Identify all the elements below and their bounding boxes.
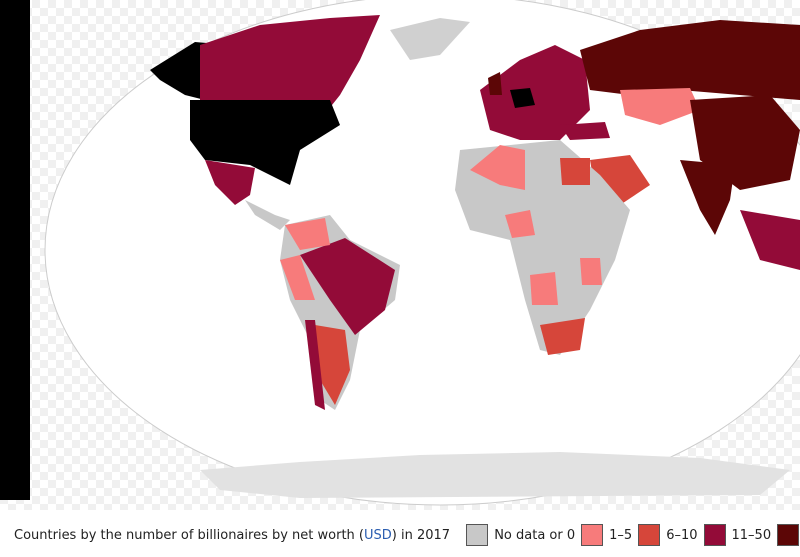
egypt: [560, 158, 590, 185]
india: [680, 160, 735, 235]
russia: [580, 20, 800, 100]
chile: [305, 320, 325, 410]
algeria: [470, 145, 525, 190]
central-america: [245, 200, 290, 230]
legend-swatch: [638, 524, 661, 546]
germany: [510, 88, 535, 108]
antarctica: [200, 452, 790, 498]
uk: [488, 72, 502, 95]
mexico: [205, 160, 255, 205]
europe: [480, 45, 590, 140]
argentina: [315, 325, 350, 405]
legend: Countries by the number of billionaires …: [0, 524, 800, 552]
southeast-asia: [740, 210, 800, 270]
tanzania: [580, 258, 602, 285]
canada: [200, 15, 380, 120]
caption: Countries by the number of billionaires …: [14, 528, 450, 543]
legend-label: 6–10: [666, 527, 698, 543]
map: [0, 0, 800, 510]
africa: [455, 140, 630, 355]
legend-label: 11–50: [731, 527, 772, 543]
turkey: [560, 122, 610, 140]
brazil: [300, 238, 395, 335]
caption-text: ) in 2017: [391, 527, 451, 543]
peru: [280, 255, 315, 300]
nigeria: [505, 210, 535, 238]
legend-label: No data or 0: [494, 527, 576, 543]
angola: [530, 272, 558, 305]
legend-items: No data or 0 1–5 6–10 11–50: [454, 524, 800, 546]
greenland: [390, 18, 470, 60]
legend-label: 1–5: [609, 527, 633, 543]
legend-swatch: [581, 524, 604, 546]
colombia: [285, 218, 330, 250]
south-africa: [540, 318, 585, 355]
legend-swatch: [466, 524, 489, 546]
side-bar: [0, 0, 30, 500]
caption-link[interactable]: USD: [364, 527, 392, 543]
usa: [190, 100, 340, 185]
legend-swatch: [777, 524, 800, 546]
legend-swatch: [703, 524, 726, 546]
kazakhstan: [620, 88, 700, 125]
caption-text: Countries by the number of billionaires …: [14, 527, 364, 543]
